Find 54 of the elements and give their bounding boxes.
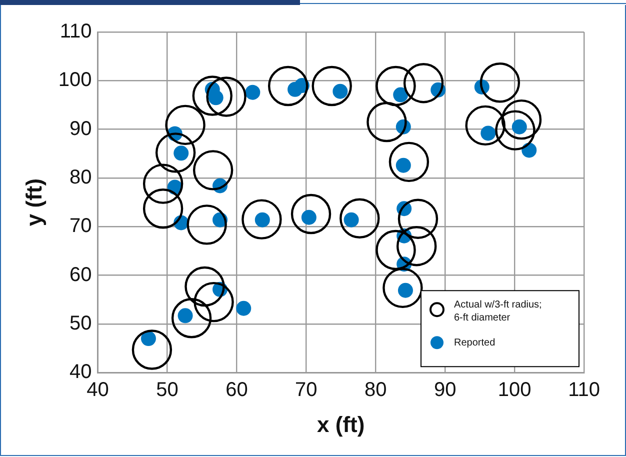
point: [393, 87, 408, 102]
point: [376, 66, 416, 106]
point: [245, 84, 260, 100]
y-axis-title: y (ft): [21, 178, 46, 226]
point: [242, 199, 282, 240]
point: [186, 204, 227, 245]
point: [366, 102, 407, 142]
point: [140, 331, 156, 346]
point: [340, 198, 380, 238]
point: [344, 212, 359, 228]
x-tick-label: 50: [156, 379, 178, 402]
x-tick-label: 110: [568, 379, 600, 402]
point: [382, 268, 423, 308]
point: [501, 99, 542, 140]
point: [480, 62, 520, 103]
point: [192, 76, 232, 116]
point: [171, 298, 212, 338]
y-tick-label: 60: [70, 264, 92, 286]
y-tick-label: 80: [70, 166, 92, 188]
x-axis-title: x (ft): [317, 412, 365, 437]
x-tick-label: 100: [498, 379, 532, 402]
x-tick-label: 60: [226, 379, 248, 402]
point: [142, 164, 184, 204]
point: [465, 105, 506, 146]
point: [184, 266, 225, 307]
point: [155, 132, 196, 173]
x-tick-label: 80: [364, 379, 387, 402]
point: [480, 126, 496, 141]
point: [398, 198, 438, 239]
legend-label: Actual w/3-ft radius; 6-ft diameter: [454, 299, 542, 324]
y-tick-label: 50: [70, 312, 92, 334]
point: [236, 300, 252, 316]
y-tick-label: 110: [60, 20, 92, 43]
point: [194, 282, 234, 322]
point: [396, 226, 437, 266]
point: [165, 104, 206, 146]
x-tick-label: 90: [434, 379, 456, 402]
point: [312, 66, 352, 106]
point: [403, 62, 444, 104]
y-tick-label: 100: [58, 69, 92, 92]
point: [132, 330, 172, 370]
point: [332, 84, 348, 99]
point: [268, 66, 308, 106]
point: [495, 110, 536, 150]
y-tick-label: 90: [70, 118, 92, 140]
y-tick-label: 70: [70, 215, 92, 238]
legend-label: Reported: [454, 337, 496, 348]
point: [388, 142, 430, 182]
point: [192, 150, 234, 190]
point: [290, 194, 332, 234]
x-tick-label: 70: [295, 379, 318, 402]
point: [376, 230, 416, 270]
point: [142, 188, 184, 229]
point: [206, 76, 246, 117]
